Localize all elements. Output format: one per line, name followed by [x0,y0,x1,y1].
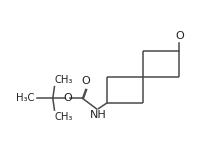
Text: H₃C: H₃C [16,93,34,103]
Text: O: O [81,77,90,86]
Text: O: O [175,31,184,41]
Text: NH: NH [90,110,107,120]
Text: CH₃: CH₃ [55,75,73,85]
Text: O: O [63,93,72,103]
Text: CH₃: CH₃ [55,112,73,122]
